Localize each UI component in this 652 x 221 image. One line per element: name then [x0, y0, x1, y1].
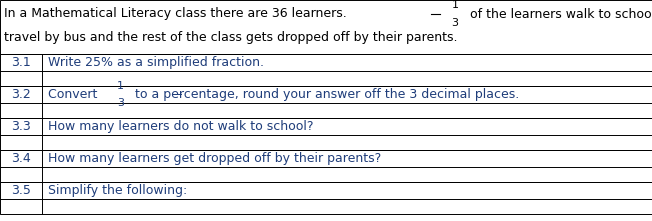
- Bar: [0, 54, 652, 86]
- Text: Write 25% as a simplified fraction.: Write 25% as a simplified fraction.: [48, 56, 264, 69]
- Text: travel by bus and the rest of the class gets dropped off by their parents.: travel by bus and the rest of the class …: [4, 32, 458, 44]
- Text: 1: 1: [451, 0, 458, 11]
- Text: 1: 1: [117, 81, 125, 91]
- Text: 3.2: 3.2: [11, 88, 31, 101]
- Bar: [0, 118, 652, 150]
- Bar: [0, 150, 652, 182]
- Text: of the learners walk to school. 25%: of the learners walk to school. 25%: [466, 8, 652, 21]
- Text: 3.3: 3.3: [11, 120, 31, 133]
- Text: to a percentage, round your answer off the 3 decimal places.: to a percentage, round your answer off t…: [132, 88, 520, 101]
- Text: 1: 1: [117, 81, 125, 91]
- Bar: [0, 86, 652, 118]
- Text: How many learners get dropped off by their parents?: How many learners get dropped off by the…: [48, 152, 381, 165]
- Text: 3: 3: [451, 17, 458, 27]
- Text: 3.1: 3.1: [11, 56, 31, 69]
- Text: 3: 3: [117, 98, 125, 108]
- Text: In a Mathematical Literacy class there are 36 learners.: In a Mathematical Literacy class there a…: [4, 8, 351, 21]
- Text: Simplify the following:: Simplify the following:: [48, 184, 188, 197]
- Text: 3.5: 3.5: [11, 184, 31, 197]
- Text: Convert: Convert: [48, 88, 102, 101]
- Text: 1: 1: [451, 0, 458, 11]
- Text: How many learners do not walk to school?: How many learners do not walk to school?: [48, 120, 314, 133]
- Bar: [0, 0, 652, 54]
- Text: 3.4: 3.4: [11, 152, 31, 165]
- Bar: [0, 182, 652, 214]
